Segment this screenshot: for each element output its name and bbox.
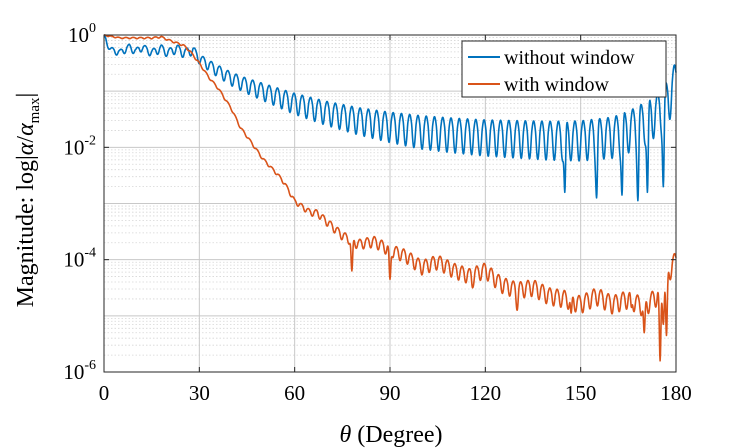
y-tick-label: 100 <box>68 21 96 47</box>
x-tick-label: 120 <box>470 381 502 405</box>
tick-marks <box>103 34 677 373</box>
legend-label-without-window: without window <box>504 47 635 69</box>
y-tick-label: 10-4 <box>63 246 96 272</box>
x-tick-label: 30 <box>189 381 210 405</box>
x-tick-labels: 0 30 60 90 120 150 180 <box>99 381 692 405</box>
legend-label-with-window: with window <box>504 74 610 96</box>
y-tick-labels: 100 10-2 10-4 10-6 <box>63 21 96 384</box>
x-tick-label: 60 <box>284 381 305 405</box>
series-line-with-window <box>103 34 677 362</box>
legend-box <box>461 40 667 98</box>
x-tick-label: 180 <box>660 381 692 405</box>
y-axis-label: Magnitude: log|α/αmax| <box>13 93 43 308</box>
x-axis-label: θ (Degree) <box>339 422 442 448</box>
y-tick-label: 10-2 <box>63 133 96 159</box>
plot-lines <box>103 34 677 362</box>
y-tick-label: 10-6 <box>63 358 96 384</box>
x-tick-label: 90 <box>380 381 401 405</box>
x-tick-label: 0 <box>99 381 110 405</box>
legend: without window with window <box>461 40 667 98</box>
x-tick-label: 150 <box>565 381 597 405</box>
